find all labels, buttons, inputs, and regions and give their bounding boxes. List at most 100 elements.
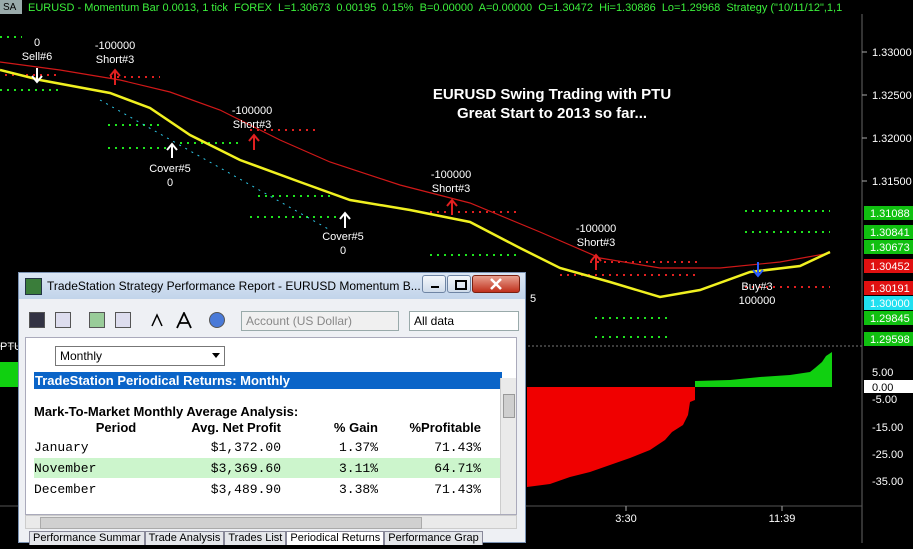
close-icon xyxy=(490,278,502,290)
table-cell: 3.38% xyxy=(338,482,378,497)
trade-annotation: 0 xyxy=(340,245,346,257)
chart-title: EURUSD Swing Trading with PTU xyxy=(433,86,671,103)
column-header: Period xyxy=(95,420,137,435)
price-axis-label: 1.31500 xyxy=(872,176,912,188)
trade-annotation: Cover#5 xyxy=(322,231,364,243)
section-header: TradeStation Periodical Returns: Monthly xyxy=(34,372,502,389)
table-cell: 71.43% xyxy=(434,440,481,455)
trade-annotation: Short#3 xyxy=(233,119,272,131)
performance-report-window: TradeStation Strategy Performance Report… xyxy=(18,272,526,545)
print-button[interactable] xyxy=(55,312,71,328)
oscillator-axis-label: 0.00 xyxy=(872,382,893,394)
price-badge-label: 1.31088 xyxy=(870,208,910,220)
trade-annotation: -100000 xyxy=(576,223,616,235)
table-cell: December xyxy=(34,482,97,497)
trade-annotation: Buy#3 xyxy=(741,281,772,293)
table-cell: 71.43% xyxy=(434,482,481,497)
symbol-tab[interactable] xyxy=(0,0,22,14)
price-badge-label: 1.30452 xyxy=(870,261,910,273)
symbol-tab-label: SA xyxy=(3,2,17,13)
time-axis-label: 11:39 xyxy=(769,513,796,525)
price-badge-label: 1.30000 xyxy=(870,298,910,310)
minimize-button[interactable] xyxy=(422,275,446,293)
report-tab[interactable]: Performance Grap xyxy=(384,531,483,545)
trade-annotation: -100000 xyxy=(95,40,135,52)
report-content: Monthly TradeStation Periodical Returns:… xyxy=(25,337,517,515)
oscillator-positive xyxy=(0,362,20,387)
settings-button[interactable] xyxy=(115,312,131,328)
period-dropdown-value: Monthly xyxy=(60,349,103,363)
table-cell: 1.37% xyxy=(338,440,378,455)
title-bar: TradeStation Strategy Performance Report… xyxy=(19,273,525,299)
table-cell: $1,372.00 xyxy=(210,440,281,455)
price-badge xyxy=(864,206,913,220)
report-tab[interactable]: Trade Analysis xyxy=(144,531,225,545)
row-highlight xyxy=(34,458,501,478)
price-badge xyxy=(864,259,913,273)
analysis-title: Mark-To-Market Monthly Average Analysis: xyxy=(34,404,299,419)
price-badge-label: 1.30673 xyxy=(870,242,910,254)
trade-annotation: Cover#5 xyxy=(149,163,191,175)
table-cell: 64.71% xyxy=(434,461,481,476)
column-header: % Gain xyxy=(333,420,378,435)
maximize-button[interactable] xyxy=(447,275,471,293)
price-badge xyxy=(864,240,913,254)
price-badge-label: 1.30191 xyxy=(870,283,910,295)
trade-annotation: Short#3 xyxy=(432,183,471,195)
yellow-average xyxy=(0,68,831,299)
range-combo[interactable]: All data xyxy=(409,311,519,331)
column-header: Avg. Net Profit xyxy=(191,420,281,435)
vertical-scrollbar[interactable] xyxy=(500,378,516,514)
price-badge xyxy=(864,296,913,310)
table-cell: 3.11% xyxy=(338,461,378,476)
price-badge xyxy=(864,225,913,239)
toolbar: Account (US Dollar) All data xyxy=(23,307,521,335)
axes: 1.33000 1.32500 1.32000 1.31500 1.31088 1.308… xyxy=(615,47,913,525)
chart-button[interactable] xyxy=(209,312,225,328)
trade-annotation: 5 xyxy=(530,293,536,305)
trade-annotation: Short#3 xyxy=(577,237,616,249)
trade-annotation: -100000 xyxy=(232,105,272,117)
period-dropdown[interactable]: Monthly xyxy=(55,346,225,366)
price-badge xyxy=(864,281,913,295)
font-larger-button[interactable] xyxy=(175,310,192,329)
price-badge-label: 1.29845 xyxy=(870,313,910,325)
trade-annotation: 0 xyxy=(34,37,40,49)
close-button[interactable] xyxy=(472,275,520,293)
trade-annotation: Sell#6 xyxy=(22,51,53,63)
price-axis-label: 1.33000 xyxy=(872,47,912,59)
chart-subtitle: Great Start to 2013 so far... xyxy=(457,105,647,122)
price-badge xyxy=(864,311,913,325)
info-bar: EURUSD - Momentum Bar 0.0013, 1 tick FOR… xyxy=(28,2,842,14)
trade-annotation: 0 xyxy=(167,177,173,189)
horizontal-scrollbar[interactable] xyxy=(25,515,517,529)
report-tabs: Performance Summar Trade Analysis Trades L… xyxy=(29,531,483,545)
table-cell: November xyxy=(34,461,97,476)
price-badge-label: 1.30841 xyxy=(870,227,910,239)
price-axis-label: 1.32000 xyxy=(872,133,912,145)
app-icon xyxy=(25,278,42,295)
refresh-button[interactable] xyxy=(89,312,105,328)
oscillator-axis-label: -35.00 xyxy=(872,476,903,488)
report-tab[interactable]: Trades List xyxy=(224,531,287,545)
zero-badge xyxy=(864,380,913,393)
oscillator-axis-label: -15.00 xyxy=(872,422,903,434)
account-combo[interactable]: Account (US Dollar) xyxy=(241,311,399,331)
column-header: %Profitable xyxy=(409,420,481,435)
trade-annotation: Short#3 xyxy=(96,54,135,66)
report-tab[interactable]: Performance Summar xyxy=(29,531,145,545)
font-smaller-button[interactable] xyxy=(149,312,165,328)
table-cell: $3,489.90 xyxy=(210,482,281,497)
report-tab[interactable]: Periodical Returns xyxy=(286,531,385,545)
oscillator-axis-label: 5.00 xyxy=(872,367,893,379)
table-cell: January xyxy=(34,440,89,455)
oscillator-axis-label: -5.00 xyxy=(872,394,897,406)
oscillator-axis-label: -25.00 xyxy=(872,449,903,461)
oscillator-negative xyxy=(527,387,695,487)
save-button[interactable] xyxy=(29,312,45,328)
price-badge-label: 1.29598 xyxy=(870,334,910,346)
trade-annotation: -100000 xyxy=(431,169,471,181)
price-axis-label: 1.32500 xyxy=(872,90,912,102)
oscillator-positive xyxy=(695,352,832,387)
